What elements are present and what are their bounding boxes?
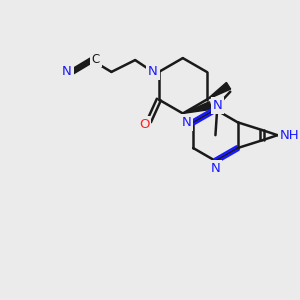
Text: N: N: [148, 65, 158, 78]
Text: N: N: [212, 99, 222, 112]
Polygon shape: [183, 102, 211, 113]
Text: NH: NH: [280, 129, 299, 142]
Text: O: O: [139, 118, 149, 131]
Text: N: N: [62, 65, 72, 78]
Polygon shape: [207, 82, 231, 100]
Text: N: N: [182, 116, 191, 129]
Text: C: C: [92, 52, 100, 66]
Text: N: N: [211, 162, 220, 175]
